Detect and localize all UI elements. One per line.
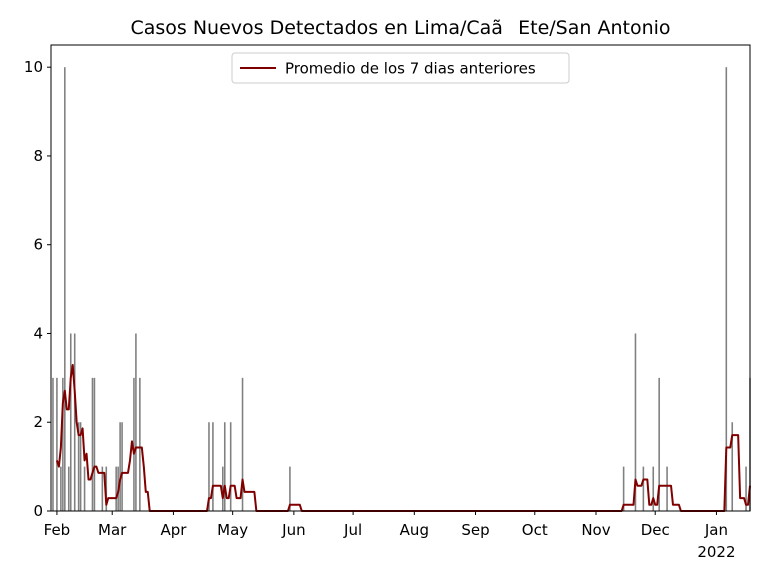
bar [119,422,121,511]
bar [229,422,232,511]
bar [212,422,214,511]
x-tick-label: Jan [704,521,728,539]
series-line [55,363,751,512]
bar [622,466,625,511]
bar [135,333,137,511]
y-tick-label: 2 [33,413,43,431]
legend-label: Promedio de los 7 dias anteriores [285,60,536,78]
bar [222,466,224,511]
bar [745,466,747,511]
bar [642,466,645,511]
y-tick-label: 0 [33,502,43,520]
x-tick-label: May [217,521,248,539]
bar [289,466,291,511]
bar [634,333,637,511]
bar [56,377,58,511]
bar [652,466,655,511]
bar [121,422,123,511]
x-tick-label: Mar [98,521,127,539]
bar [73,333,76,511]
bar [725,67,728,511]
x-tick-sublabel: 2022 [697,543,735,561]
bar [69,333,72,511]
bar [223,422,226,511]
bar [93,377,96,511]
bar [60,466,62,511]
bar [241,377,244,511]
x-tick-label: Oct [522,521,548,539]
bar [79,422,82,511]
bar [658,377,660,511]
plot-frame [50,44,751,512]
y-tick-label: 10 [24,58,43,76]
x-tick-label: Apr [160,521,187,539]
x-tick-label: Nov [581,521,610,539]
bar [115,466,117,511]
chart-title: Casos Nuevos Detectados en Lima/CaãEte/… [130,17,671,39]
bar [101,466,104,511]
x-tick-label: Aug [400,521,429,539]
bar [731,422,734,511]
y-tick-label: 6 [33,236,43,254]
bar [139,377,141,511]
y-tick-label: 4 [33,324,43,342]
bar [83,466,86,511]
y-tick-label: 8 [33,147,43,165]
bar [666,466,668,511]
legend-box [231,52,570,84]
bar [133,377,135,511]
bar [52,377,54,511]
bar [64,67,66,511]
bar [77,422,80,511]
bar [91,377,94,511]
x-tick-label: Jun [281,521,305,539]
bar [208,422,210,511]
x-tick-label: Dec [641,521,670,539]
x-tick-label: Jul [343,521,362,539]
bar [62,377,64,511]
x-tick-label: Sep [461,521,489,539]
bar [67,466,70,511]
x-tick-label: Feb [44,521,71,539]
